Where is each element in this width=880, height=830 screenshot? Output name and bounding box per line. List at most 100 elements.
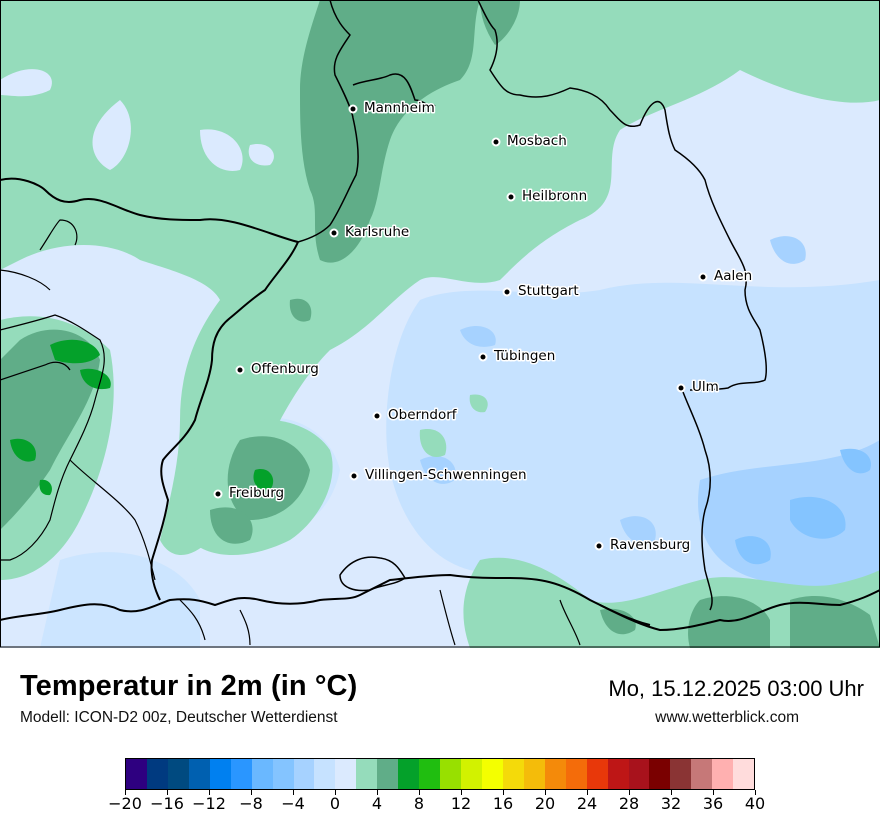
colorbar-tick-label: 24 <box>576 794 598 813</box>
colorbar-bin <box>209 759 231 789</box>
colorbar-tick <box>586 790 588 795</box>
svg-text:Offenburg: Offenburg <box>251 361 319 377</box>
colorbar-bin <box>188 759 210 789</box>
city-mosbach: Mosbach <box>491 132 568 151</box>
colorbar-tick <box>460 790 462 795</box>
border-vosges-2 <box>0 361 71 381</box>
valid-datetime: Mo, 15.12.2025 03:00 Uhr <box>608 676 864 701</box>
city-ulm: Ulm <box>676 378 720 397</box>
colorbar-bin <box>377 759 399 789</box>
svg-text:Ravensburg: Ravensburg <box>610 537 690 553</box>
colorbar-bin <box>398 759 420 789</box>
border-vosges <box>0 314 105 561</box>
colorbar-tick-label: 20 <box>534 794 556 813</box>
colorbar-tick-label: 16 <box>492 794 514 813</box>
colorbar-bin <box>712 759 734 789</box>
colorbar-bin <box>272 759 294 789</box>
colorbar-bin <box>335 759 357 789</box>
colorbar-bin <box>251 759 273 789</box>
border-sw-swiss <box>69 459 156 581</box>
border-austria <box>599 589 880 632</box>
border-misc-south <box>179 589 581 646</box>
border-hessen <box>352 73 436 108</box>
colorbar-tick <box>292 790 294 795</box>
city-karlsruhe: Karlsruhe <box>329 223 411 242</box>
svg-text:Aalen: Aalen <box>714 268 752 284</box>
city-offenburg: Offenburg <box>235 360 320 379</box>
svg-text:Heilbronn: Heilbronn <box>522 188 587 204</box>
temp-zone-6-8 <box>10 339 274 496</box>
svg-text:Villingen-Schwenningen: Villingen-Schwenningen <box>365 467 527 483</box>
colorbar-bin <box>356 759 378 789</box>
colorbar-bin <box>628 759 650 789</box>
lake-constance <box>339 556 407 592</box>
colorbar-bin <box>419 759 441 789</box>
colorbar-tick-label: 12 <box>450 794 472 813</box>
svg-text:Mosbach: Mosbach <box>507 133 567 149</box>
colorbar-tick <box>334 790 336 795</box>
colorbar-tick-label: −16 <box>150 794 184 813</box>
border-pfalz-france <box>0 177 299 243</box>
temp-zone-minus6-minus4 <box>735 448 871 565</box>
border-lux <box>0 269 51 291</box>
colorbar-tick <box>502 790 504 795</box>
colorbar-tick <box>166 790 168 795</box>
border-bavaria-north <box>477 0 767 391</box>
border-switzerland <box>0 573 651 626</box>
colorbar-bin <box>293 759 315 789</box>
svg-text:Stuttgart: Stuttgart <box>518 283 579 299</box>
temp-zone-minus4-minus2 <box>420 236 880 600</box>
city-tuebingen: Tübingen <box>478 347 557 366</box>
border-bavaria-south <box>682 391 713 611</box>
colorbar-tick-label: −4 <box>281 794 305 813</box>
colorbar-tick-label: 40 <box>744 794 766 813</box>
colorbar-bin <box>502 759 524 789</box>
colorbar-bin <box>565 759 587 789</box>
city-freiburg: Freiburg <box>213 484 286 503</box>
colorbar-tick <box>124 790 126 795</box>
city-heilbronn: Heilbronn <box>506 187 589 206</box>
colorbar-tick <box>376 790 378 795</box>
colorbar-bin <box>167 759 189 789</box>
colorbar-ticks: −20 −16 −12 −8 −4 0 4 8 12 16 20 24 28 32 36 40 <box>108 790 765 820</box>
colorbar-bin <box>607 759 629 789</box>
colorbar-tick-label: 36 <box>702 794 724 813</box>
colorbar-tick-label: 28 <box>618 794 640 813</box>
colorbar-bin <box>481 759 503 789</box>
border-lines <box>0 0 880 646</box>
svg-text:Freiburg: Freiburg <box>229 485 284 501</box>
colorbar-tick <box>250 790 252 795</box>
colorbar-tick <box>712 790 714 795</box>
colorbar-tick-label: 4 <box>371 794 383 813</box>
colorbar-tick-label: 32 <box>660 794 682 813</box>
svg-text:Karlsruhe: Karlsruhe <box>345 224 409 240</box>
colorbar-bin <box>670 759 692 789</box>
svg-text:Mannheim: Mannheim <box>364 100 435 116</box>
svg-text:Ulm: Ulm <box>692 379 719 395</box>
colorbar-bin <box>440 759 461 789</box>
city-oberndorf: Oberndorf <box>372 406 459 425</box>
colorbar-bin <box>314 759 336 789</box>
svg-text:Oberndorf: Oberndorf <box>388 407 458 423</box>
city-mannheim: Mannheim <box>348 99 436 118</box>
colorbar-bin <box>649 759 671 789</box>
colorbar-bin <box>523 759 545 789</box>
colorbar-bin <box>461 759 482 789</box>
svg-text:Tübingen: Tübingen <box>493 348 555 364</box>
colorbar-tick <box>670 790 672 795</box>
temperature-map: Mannheim Mosbach Heilbronn Karlsruhe Aal… <box>0 0 880 648</box>
colorbar-bin <box>691 759 713 789</box>
colorbar-tick-label: −12 <box>192 794 226 813</box>
colorbar-bin <box>126 759 147 789</box>
colorbar-tick <box>544 790 546 795</box>
colorbar-bin <box>146 759 168 789</box>
model-source: Modell: ICON-D2 00z, Deutscher Wetterdie… <box>20 709 338 726</box>
colorbar-tick-label: 8 <box>413 794 425 813</box>
colorbar-bin <box>544 759 566 789</box>
city-villingen-schwenningen: Villingen-Schwenningen <box>349 466 528 485</box>
chart-title: Temperatur in 2m (in °C) <box>20 670 358 702</box>
website-url: www.wetterblick.com <box>655 709 799 726</box>
colorbar-tick-label: 0 <box>329 794 341 813</box>
city-aalen: Aalen <box>698 267 754 286</box>
colorbar-tick <box>208 790 210 795</box>
